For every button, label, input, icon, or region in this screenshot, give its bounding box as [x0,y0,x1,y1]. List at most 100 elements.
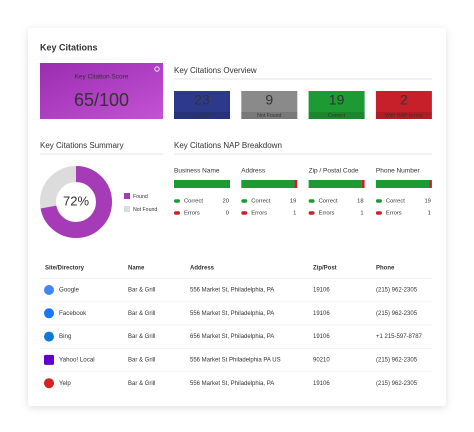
nap-count: 1 [428,211,431,217]
table-header: Phone [376,266,395,272]
nap-row-label: Errors [386,211,402,217]
table-cell: +1 215-597-8787 [376,334,423,340]
nap-bar-correct [174,180,230,188]
table-cell: 556 Market St, Philadelphia, PA [190,288,274,294]
overview-value: 23 [194,92,210,108]
nap-bar-errors [429,180,432,188]
site-icon [44,331,54,342]
legend-swatch [124,206,130,212]
site-icon [44,354,54,365]
table-cell: (215) 962-2305 [376,381,418,387]
nap-column-name: Address [241,168,266,175]
table-cell: 19106 [313,288,330,294]
overview-label-strip [174,112,230,119]
nap-count: 18 [357,199,363,205]
nap-column-name: Phone Number [376,168,421,175]
nap-row-label: Correct [319,199,338,205]
table-cell: Bar & Grill [128,334,155,340]
overview-box [174,91,230,119]
nap-bar-errors [294,180,298,188]
table-cell: Bar & Grill [128,381,155,387]
nap-row-label: Correct [184,199,203,205]
table-cell: 19106 [313,381,330,387]
table-header: Zip/Post [313,266,337,272]
table-cell: (215) 962-2305 [376,311,418,317]
overview-value: 19 [329,92,345,108]
overview-value: 2 [400,92,408,108]
overview-box [241,91,298,119]
table-cell: 90210 [313,357,330,363]
card [28,28,446,406]
status-pill [174,199,180,203]
site-name: Google [59,287,80,294]
nap-bar-correct [241,180,295,188]
nap-count: 1 [293,211,296,217]
nap-bar-correct [308,180,362,188]
nap-count: 19 [290,199,296,205]
table-cell: 19106 [313,311,330,317]
status-pill [174,211,180,215]
overview-label-strip [241,112,298,119]
section-title: Key Citations Overview [174,66,257,75]
table-header: Address [190,266,215,272]
status-pill [375,211,382,215]
site-name: Bing [59,333,72,340]
section-title: Key Citations Summary [40,141,124,150]
nap-count: 20 [223,199,229,205]
table-cell: 556 Market St, Philadelphia, PA [190,311,274,317]
overview-box [308,91,365,119]
status-pill [308,211,315,215]
nap-row-label: Correct [386,199,405,205]
nap-bar-correct [375,180,430,188]
overview-value: 9 [265,92,273,108]
table-cell: (215) 962-2305 [376,357,418,363]
overview-box [375,91,432,119]
legend-label: Not Found [133,207,157,213]
site-icon [44,308,54,319]
section-title: Key Citations NAP Breakdown [174,141,282,150]
score-value: 65/100 [74,90,129,110]
donut-found [40,166,112,238]
nap-column-name: Zip / Postal Code [309,168,359,175]
overview-label: Found [195,113,210,119]
overview-label-strip [308,112,365,119]
score-label: Key Citation Score [75,74,129,81]
nap-row-label: Errors [319,211,335,217]
info-icon[interactable] [154,66,160,72]
table-cell: Bar & Grill [128,357,155,363]
overview-label: Not Found [257,113,281,119]
site-icon [44,378,54,389]
table-header: Name [128,266,145,272]
overview-label: With NAP Errors [385,113,423,119]
status-pill [375,199,382,203]
overview-label-strip [375,112,432,119]
table-cell: 656 Market St, Philadelphia, PA [190,334,274,340]
site-name: Facebook [59,310,87,317]
legend-label: Found [133,194,148,200]
nap-count: 0 [226,211,229,217]
table-cell: 556 Market St, Philadelphia, PA [190,381,274,387]
nap-count: 19 [424,199,430,205]
status-pill [308,199,315,203]
table-cell: Bar & Grill [128,311,155,317]
table-cell: Bar & Grill [128,288,155,294]
score-box [40,63,163,119]
table-cell: 556 Market St Philadelphia PA US [190,357,281,363]
table-cell: (215) 962-2305 [376,288,418,294]
status-pill [241,199,248,203]
nap-column-name: Business Name [174,168,220,175]
nap-row-label: Errors [184,211,200,217]
nap-count: 1 [360,211,363,217]
table-cell: 19106 [313,334,330,340]
site-icon [44,285,54,295]
table-header: Site/Directory [45,266,85,272]
site-name: Yahoo! Local [59,357,95,364]
nap-row-label: Errors [251,211,267,217]
donut-label: 72% [63,193,89,208]
overview-label: Correct [328,113,346,119]
nap-row-label: Correct [251,199,270,205]
legend-swatch [124,193,130,199]
page-title: Key Citations [40,42,98,52]
